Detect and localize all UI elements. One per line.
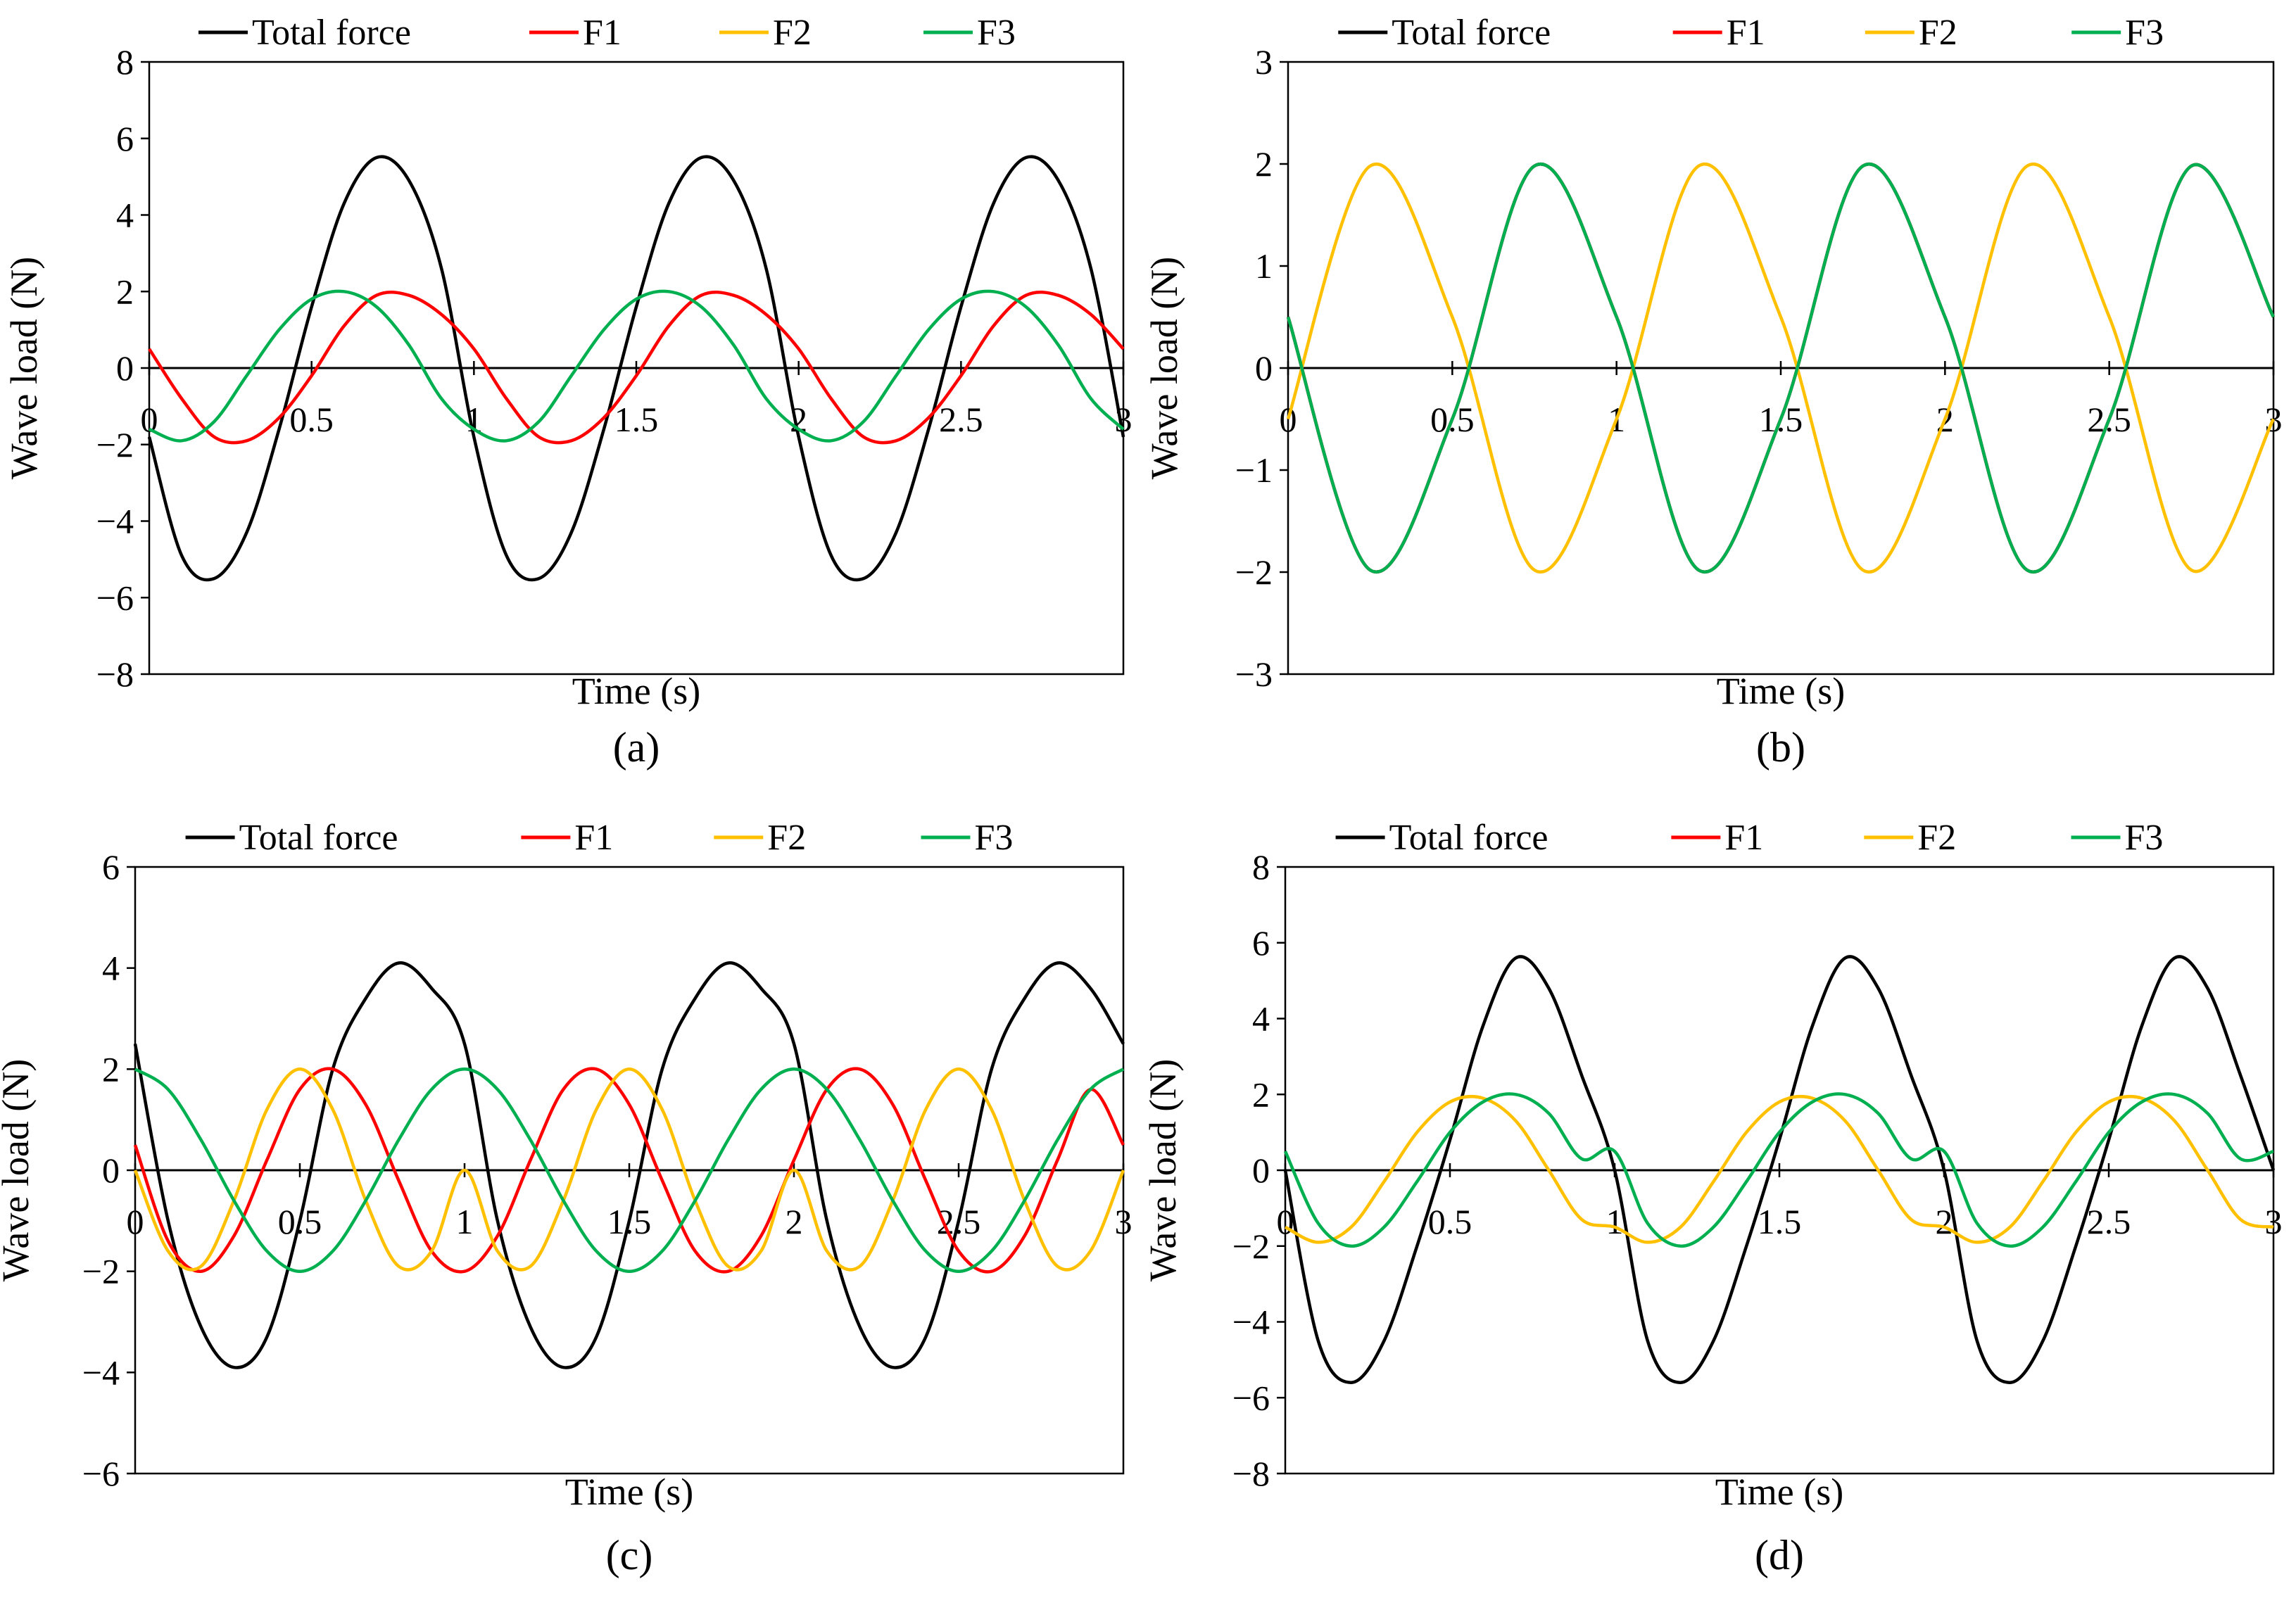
y-axis-label: Wave load (N) bbox=[1143, 257, 1185, 480]
y-axis-label: Wave load (N) bbox=[0, 1059, 37, 1282]
y-tick-label: 2 bbox=[1252, 1075, 1270, 1114]
series-line-f2 bbox=[1284, 1094, 2274, 1244]
panel-caption: (a) bbox=[613, 724, 660, 771]
legend-entry: F2 bbox=[1917, 818, 1956, 858]
y-tick-label: −2 bbox=[1232, 1227, 1270, 1266]
x-tick-label: 0.5 bbox=[289, 400, 334, 439]
y-tick-label: 2 bbox=[1255, 144, 1273, 184]
legend-entry: Total force bbox=[1389, 818, 1548, 858]
series-line-f1 bbox=[148, 291, 1125, 445]
y-tick-label: −4 bbox=[1232, 1303, 1270, 1342]
series-line-f3 bbox=[134, 1067, 1125, 1273]
legend-entry: Total force bbox=[1392, 13, 1551, 53]
y-tick-label: −8 bbox=[96, 654, 134, 694]
legend-entry: F3 bbox=[2124, 818, 2163, 858]
y-axis-label: Wave load (N) bbox=[3, 257, 45, 480]
series-line-f2 bbox=[133, 1067, 1125, 1272]
y-tick-label: −6 bbox=[82, 1454, 120, 1493]
legend-entry: F1 bbox=[583, 13, 622, 53]
x-tick-label: 2.5 bbox=[2087, 1202, 2131, 1241]
x-tick-label: 1 bbox=[1606, 1202, 1624, 1241]
legend-entry: F2 bbox=[1919, 13, 1957, 53]
x-tick-label: 0 bbox=[127, 1202, 144, 1241]
y-tick-label: −3 bbox=[1235, 654, 1273, 694]
x-tick-label: 1.5 bbox=[614, 400, 659, 439]
legend-entry: Total force bbox=[239, 818, 398, 858]
y-tick-label: −4 bbox=[96, 502, 134, 541]
legend-entry: F1 bbox=[1727, 13, 1765, 53]
y-tick-label: 0 bbox=[102, 1151, 120, 1190]
legend-entry: Total force bbox=[252, 13, 411, 53]
x-tick-label: 0 bbox=[1280, 400, 1297, 439]
y-tick-label: −4 bbox=[82, 1352, 120, 1392]
x-tick-label: 3 bbox=[2265, 1202, 2283, 1241]
y-tick-label: −2 bbox=[1235, 552, 1273, 592]
y-tick-label: 6 bbox=[1252, 923, 1270, 963]
y-axis-label: Wave load (N) bbox=[1142, 1059, 1184, 1282]
y-tick-label: 8 bbox=[1252, 847, 1270, 887]
y-tick-label: −6 bbox=[96, 578, 134, 617]
x-tick-label: 2.5 bbox=[939, 400, 983, 439]
y-tick-label: 2 bbox=[116, 272, 134, 311]
series-line-total-force bbox=[147, 155, 1125, 582]
x-axis-label: Time (s) bbox=[1715, 1471, 1844, 1513]
legend-entry: F2 bbox=[773, 13, 812, 53]
x-tick-label: 3 bbox=[1115, 1202, 1133, 1241]
panel-caption: (c) bbox=[606, 1532, 653, 1578]
x-tick-label: 2 bbox=[1936, 1202, 1953, 1241]
y-tick-label: 8 bbox=[116, 42, 134, 82]
series-line-total-force bbox=[1283, 955, 2276, 1384]
series-line-f1 bbox=[133, 1067, 1125, 1274]
x-axis-label: Time (s) bbox=[572, 670, 701, 712]
x-tick-label: 0.5 bbox=[1428, 1202, 1472, 1241]
y-tick-label: −1 bbox=[1235, 450, 1273, 490]
y-tick-label: −2 bbox=[82, 1252, 120, 1291]
y-tick-label: 3 bbox=[1255, 42, 1273, 82]
panel-caption: (b) bbox=[1756, 724, 1805, 771]
y-tick-label: 0 bbox=[1252, 1151, 1270, 1190]
y-tick-label: 6 bbox=[116, 119, 134, 158]
y-tick-label: −2 bbox=[96, 425, 134, 464]
x-tick-label: 1.5 bbox=[1758, 1202, 1802, 1241]
series-line-f3 bbox=[1283, 1092, 2274, 1248]
legend-entry: F3 bbox=[974, 818, 1013, 858]
y-tick-label: 4 bbox=[102, 949, 120, 988]
y-tick-label: 0 bbox=[116, 348, 134, 388]
y-tick-label: 4 bbox=[1252, 999, 1270, 1039]
y-tick-label: 2 bbox=[102, 1049, 120, 1089]
legend-entry: F1 bbox=[574, 818, 613, 858]
x-axis-label: Time (s) bbox=[565, 1471, 694, 1513]
y-tick-label: −8 bbox=[1232, 1454, 1270, 1493]
panel-caption: (d) bbox=[1755, 1532, 1804, 1578]
y-tick-label: 1 bbox=[1255, 246, 1273, 286]
legend-entry: F3 bbox=[977, 13, 1016, 53]
y-tick-label: 0 bbox=[1255, 348, 1273, 388]
y-tick-label: 4 bbox=[116, 196, 134, 235]
legend-entry: F1 bbox=[1724, 818, 1763, 858]
x-axis-label: Time (s) bbox=[1717, 670, 1846, 712]
y-tick-label: −6 bbox=[1232, 1378, 1270, 1417]
x-tick-label: 1 bbox=[456, 1202, 474, 1241]
legend-entry: F2 bbox=[767, 818, 806, 858]
legend-entry: F3 bbox=[2125, 13, 2164, 53]
series-line-f3 bbox=[1286, 163, 2275, 574]
series-line-total-force bbox=[133, 961, 1125, 1369]
y-tick-label: 6 bbox=[102, 847, 120, 887]
x-tick-label: 2 bbox=[786, 1202, 803, 1241]
series-line-f2 bbox=[1286, 163, 2275, 574]
series-line-f3 bbox=[149, 289, 1125, 443]
